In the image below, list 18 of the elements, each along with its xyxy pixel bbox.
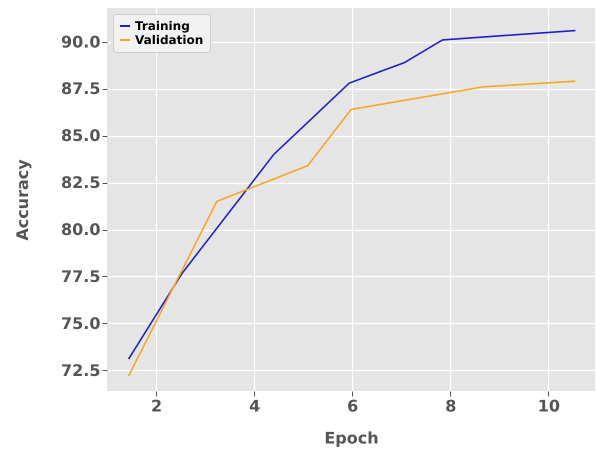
legend-label: Training xyxy=(135,19,190,33)
x-tick-label: 10 xyxy=(538,396,560,416)
x-tick-label: 6 xyxy=(347,396,358,416)
y-tick-label: 90.0 xyxy=(61,32,100,52)
x-axis-title: Epoch xyxy=(324,428,379,448)
x-tick-label: 2 xyxy=(150,396,162,416)
y-tick-label: 77.5 xyxy=(61,266,100,286)
line-series xyxy=(128,80,576,377)
y-tick-label: 80.0 xyxy=(61,220,100,240)
x-tick-label: 4 xyxy=(249,396,260,416)
y-tick-label: 75.0 xyxy=(61,314,100,333)
x-tick-label: 8 xyxy=(445,396,456,416)
y-tick-label: 82.5 xyxy=(61,173,100,192)
legend-label: Validation xyxy=(135,33,204,47)
y-tick-label: 72.5 xyxy=(61,360,100,380)
y-tick-label: 87.5 xyxy=(61,79,100,98)
y-axis-title: Accuracy xyxy=(13,158,32,241)
y-tick-label: 85.0 xyxy=(61,126,100,146)
